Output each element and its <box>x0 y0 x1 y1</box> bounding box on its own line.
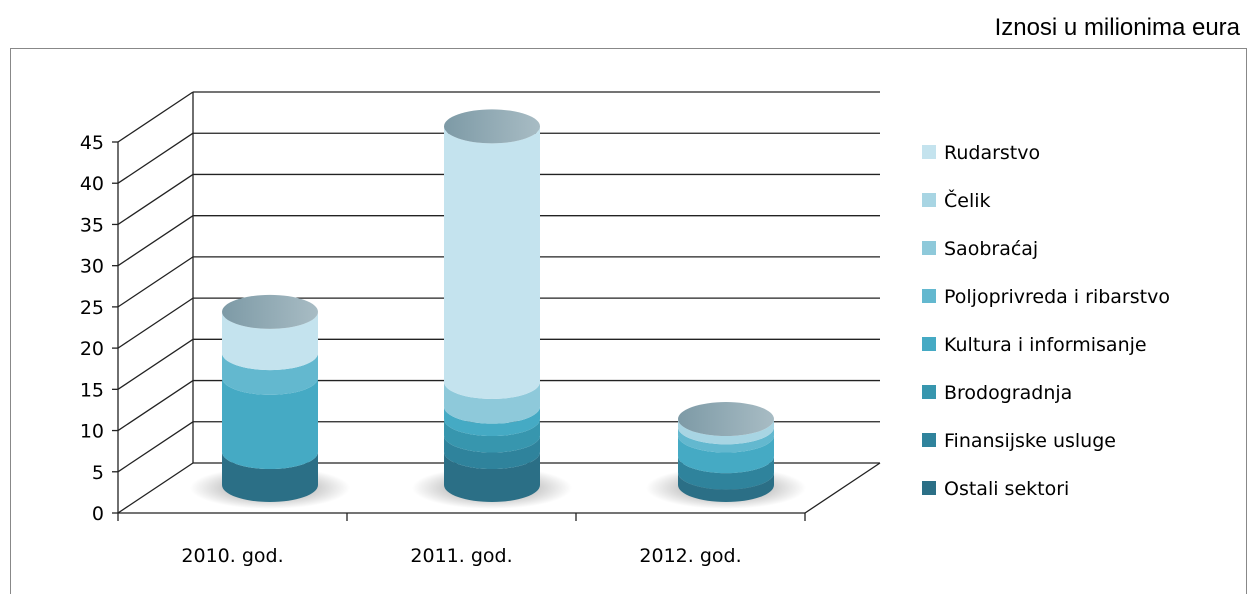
gridline-side <box>117 215 194 267</box>
gridline-side <box>117 297 194 349</box>
legend-label: Poljoprivreda i ribarstvo <box>944 286 1170 308</box>
segment-rudarstvo <box>444 126 540 399</box>
legend-swatch <box>922 145 936 159</box>
gridline-side <box>117 421 194 473</box>
legend-swatch <box>922 385 936 399</box>
segment-rudarstvo <box>222 311 318 371</box>
segment-ostali-sektori <box>444 452 540 502</box>
cylinder-1 <box>190 294 350 509</box>
legend-label: Rudarstvo <box>944 142 1040 164</box>
y-tick-label: 35 <box>80 214 104 236</box>
bars <box>190 109 806 509</box>
cylinder-3 <box>646 402 806 509</box>
legend-label: Finansijske usluge <box>944 430 1116 452</box>
gridline-side <box>117 173 194 225</box>
segment-finansijske-usluge <box>678 456 774 490</box>
x-tick-label: 2011. god. <box>410 545 512 567</box>
y-tick-label: 10 <box>80 421 104 443</box>
gridline-side <box>117 338 194 390</box>
legend-item: Poljoprivreda i ribarstvo <box>922 286 1170 308</box>
legend-item: Rudarstvo <box>922 142 1040 164</box>
segment-ostali-sektori <box>678 472 774 502</box>
legend-item: Brodogradnja <box>922 382 1072 404</box>
gridline-side <box>117 462 194 514</box>
legend-item: Finansijske usluge <box>922 430 1116 452</box>
legend-label: Kultura i informisanje <box>944 334 1147 356</box>
cylinder-2 <box>412 109 572 509</box>
y-tick-label: 0 <box>92 503 104 525</box>
legend-label: Saobraćaj <box>944 238 1038 260</box>
y-tick-label: 15 <box>80 379 104 401</box>
legend-label: Brodogradnja <box>944 382 1072 404</box>
legend-swatch <box>922 337 936 351</box>
legend-swatch <box>922 433 936 447</box>
legend-swatch <box>922 481 936 495</box>
y-tick-label: 45 <box>80 132 104 154</box>
legend-label: Ostali sektori <box>944 478 1069 500</box>
legend-item: Saobraćaj <box>922 238 1038 260</box>
y-tick-label: 5 <box>92 462 104 484</box>
segment-saobra-aj <box>444 381 540 424</box>
segment-ostali-sektori <box>222 452 318 502</box>
gridline-side <box>117 380 194 432</box>
segment-poljoprivreda-i-ribarstvo <box>222 353 318 395</box>
segment-kultura-i-informisanje <box>444 406 540 437</box>
x-tick-label: 2010. god. <box>181 545 283 567</box>
legend-item: Kultura i informisanje <box>922 334 1147 356</box>
segment-kultura-i-informisanje <box>222 377 318 470</box>
cylinder-top <box>222 294 318 329</box>
legend-swatch <box>922 241 936 255</box>
y-tick-label: 20 <box>80 338 104 360</box>
segment-poljoprivreda-i-ribarstvo <box>678 427 774 453</box>
y-tick-label: 30 <box>80 256 104 278</box>
y-tick-label: 25 <box>80 297 104 319</box>
y-axis: 0 5 10 15 20 25 30 35 40 45 <box>80 132 119 525</box>
legend-item: Ostali sektori <box>922 478 1069 500</box>
segment-brodogradnja <box>444 419 540 453</box>
legend-swatch <box>922 289 936 303</box>
cylinder-top <box>444 109 540 144</box>
chart-frame <box>10 48 1247 594</box>
legend-swatch <box>922 193 936 207</box>
gridline-side <box>117 256 194 308</box>
segment-finansijske-usluge <box>444 435 540 470</box>
gridline-side <box>117 132 194 184</box>
segment-kultura-i-informisanje <box>678 435 774 474</box>
legend: Rudarstvo Čelik Saobraćaj Poljoprivreda i r… <box>922 142 1170 500</box>
x-axis: 2010. god. 2011. god. 2012. god. <box>117 512 806 567</box>
x-tick-label: 2012. god. <box>639 545 741 567</box>
floor-edge <box>804 462 881 514</box>
units-note: Iznosi u milionima eura <box>994 14 1240 41</box>
segment--elik <box>678 419 774 445</box>
gridline-side <box>117 91 194 143</box>
legend-label: Čelik <box>944 188 991 212</box>
y-tick-label: 40 <box>80 173 104 195</box>
cylinder-top <box>678 402 774 437</box>
legend-item: Čelik <box>922 188 991 212</box>
